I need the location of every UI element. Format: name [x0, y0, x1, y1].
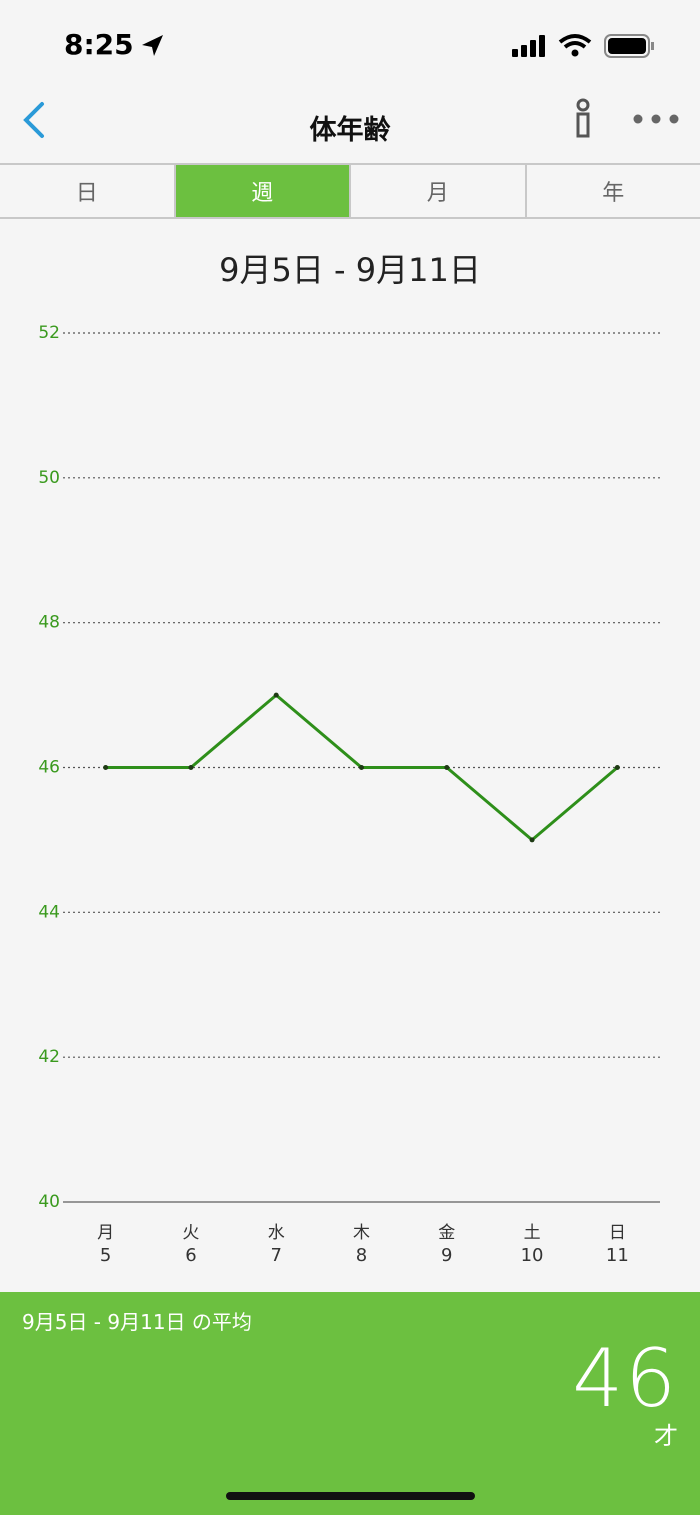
back-button[interactable] [18, 100, 48, 140]
x-tick-label: 日 [609, 1223, 626, 1243]
tab[interactable]: 週 [175, 165, 351, 217]
y-tick-label: 52 [38, 323, 60, 343]
location-icon [142, 35, 163, 56]
status-time: 8:25 [64, 28, 134, 61]
tab[interactable]: 日 [0, 165, 176, 217]
x-tick-date: 8 [356, 1245, 367, 1266]
x-tick-date: 6 [185, 1245, 196, 1266]
status-icons [512, 34, 654, 58]
tab[interactable]: 月 [351, 165, 527, 217]
x-tick-label: 土 [524, 1223, 541, 1243]
x-tick-date: 9 [441, 1245, 452, 1266]
y-tick-label: 50 [38, 468, 60, 488]
x-tick-date: 11 [606, 1245, 629, 1266]
chart: 9月5日 - 9月11日 40 42 44 46 48 50 52 月5 火6 水7 木8 金9 土10… [38, 251, 660, 1266]
x-tick-label: 月 [97, 1223, 114, 1243]
nav-title: 体年齢 [309, 115, 391, 146]
x-tick-date: 7 [270, 1245, 281, 1266]
more-button[interactable] [628, 108, 684, 130]
x-tick-date: 10 [521, 1245, 544, 1266]
info-button[interactable] [570, 98, 598, 142]
y-tick-label: 40 [38, 1192, 60, 1212]
point [103, 765, 109, 770]
tab-bar: 日週月 年 [0, 163, 700, 219]
x-tick-label: 水 [268, 1223, 285, 1243]
summary-panel: 9月5日 - 9月11日 の平均 46 才 [0, 1292, 700, 1515]
y-tick-label: 46 [38, 758, 60, 778]
chart-title: 9月5日 - 9月11日 [219, 251, 481, 289]
y-tick-label: 42 [38, 1047, 60, 1067]
point [614, 765, 620, 770]
x-tick-label: 火 [182, 1223, 199, 1243]
tab[interactable]: 年 [602, 181, 625, 206]
summary-value: 46 [572, 1332, 678, 1425]
x-tick-label: 金 [438, 1223, 455, 1243]
point [188, 765, 194, 770]
point [273, 692, 279, 698]
home-indicator [226, 1492, 475, 1500]
x-tick-date: 5 [100, 1245, 111, 1266]
point [529, 837, 535, 843]
point [444, 765, 450, 770]
y-tick-label: 44 [38, 902, 60, 922]
summary-label: 9月5日 - 9月11日 の平均 [22, 1310, 252, 1334]
y-tick-label: 48 [38, 613, 60, 633]
x-tick-label: 木 [353, 1223, 370, 1243]
summary-unit: 才 [654, 1422, 678, 1450]
point [359, 765, 364, 770]
